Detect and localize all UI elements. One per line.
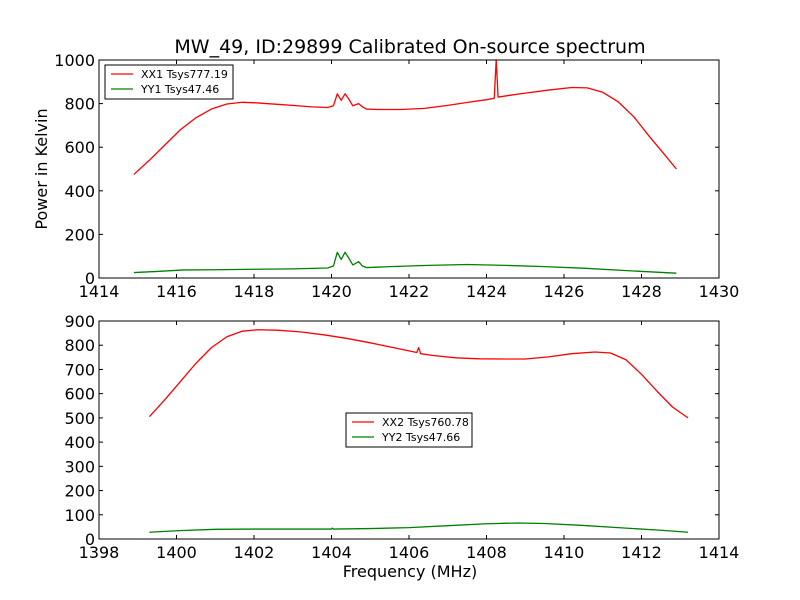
y-tick-label: 200: [64, 225, 95, 244]
y-tick-label: 900: [64, 312, 95, 331]
y-tick-label: 0: [85, 269, 95, 288]
y-tick-label: 600: [64, 385, 95, 404]
legend-entry: XX1 Tsys777.19: [141, 68, 228, 81]
x-tick-label: 1414: [699, 543, 740, 562]
y-tick-label: 500: [64, 409, 95, 428]
x-tick-label: 1406: [389, 543, 430, 562]
y-tick-label: 700: [64, 360, 95, 379]
bottom-panel: Frequency (MHz) 1398 1400 1402 1404 1406 1408…: [64, 312, 739, 581]
x-tick-label: 1418: [234, 282, 275, 301]
top-panel: MW_49, ID:29899 Calibrated On-source spe…: [32, 36, 739, 301]
bottom-plot-area: 1398 1400 1402 1404 1406 1408 1410 1412 1414 0 100…: [64, 312, 739, 562]
y-tick-label: 800: [64, 336, 95, 355]
y-tick-label: 800: [64, 95, 95, 114]
x-tick-label: 1404: [311, 543, 352, 562]
x-tick-label: 1428: [621, 282, 662, 301]
series-line-2-1: [148, 329, 689, 419]
x-axis-label: Frequency (MHz): [343, 562, 477, 581]
y-tick-label: 300: [64, 457, 95, 476]
x-tick-label: 1400: [156, 543, 197, 562]
legend-box: [345, 412, 473, 448]
y-tick-label: 100: [64, 506, 95, 525]
x-tick-label: 1408: [466, 543, 507, 562]
chart-title: MW_49, ID:29899 Calibrated On-source spe…: [174, 36, 645, 58]
y-tick-label: 400: [64, 182, 95, 201]
legend: XX1 Tsys777.19 YY1 Tsys47.46: [104, 64, 234, 100]
x-tick-label: 1414: [79, 282, 120, 301]
legend-entry: YY1 Tsys47.46: [140, 83, 219, 96]
y-axis-label: Power in Kelvin: [32, 108, 51, 229]
series-line-1-2: [133, 251, 677, 274]
legend-box: [104, 64, 234, 100]
legend: XX2 Tsys760.78 YY2 Tsys47.66: [345, 412, 473, 448]
x-tick-label: 1420: [311, 282, 352, 301]
y-tick-label: 0: [85, 530, 95, 549]
x-tick-label: 1412: [621, 543, 662, 562]
y-tick-label: 200: [64, 482, 95, 501]
y-tick-label: 1000: [54, 51, 95, 70]
x-tick-label: 1402: [234, 543, 275, 562]
series-line-2-2: [149, 522, 689, 533]
x-tick-label: 1410: [544, 543, 585, 562]
series-line-1-1: [133, 59, 677, 175]
x-tick-label: 1416: [156, 282, 197, 301]
x-tick-label: 1424: [466, 282, 507, 301]
x-tick-label: 1422: [389, 282, 430, 301]
x-tick-label: 1426: [544, 282, 585, 301]
x-tick-label: 1398: [79, 543, 120, 562]
top-plot-area: 1414 1416 1418 1420 1422 1424 1426 1428 1430 0 200…: [54, 51, 739, 301]
legend-entry: XX2 Tsys760.78: [382, 416, 469, 429]
y-tick-label: 600: [64, 138, 95, 157]
x-tick-label: 1430: [699, 282, 740, 301]
legend-entry: YY2 Tsys47.66: [381, 431, 460, 444]
y-tick-label: 400: [64, 433, 95, 452]
